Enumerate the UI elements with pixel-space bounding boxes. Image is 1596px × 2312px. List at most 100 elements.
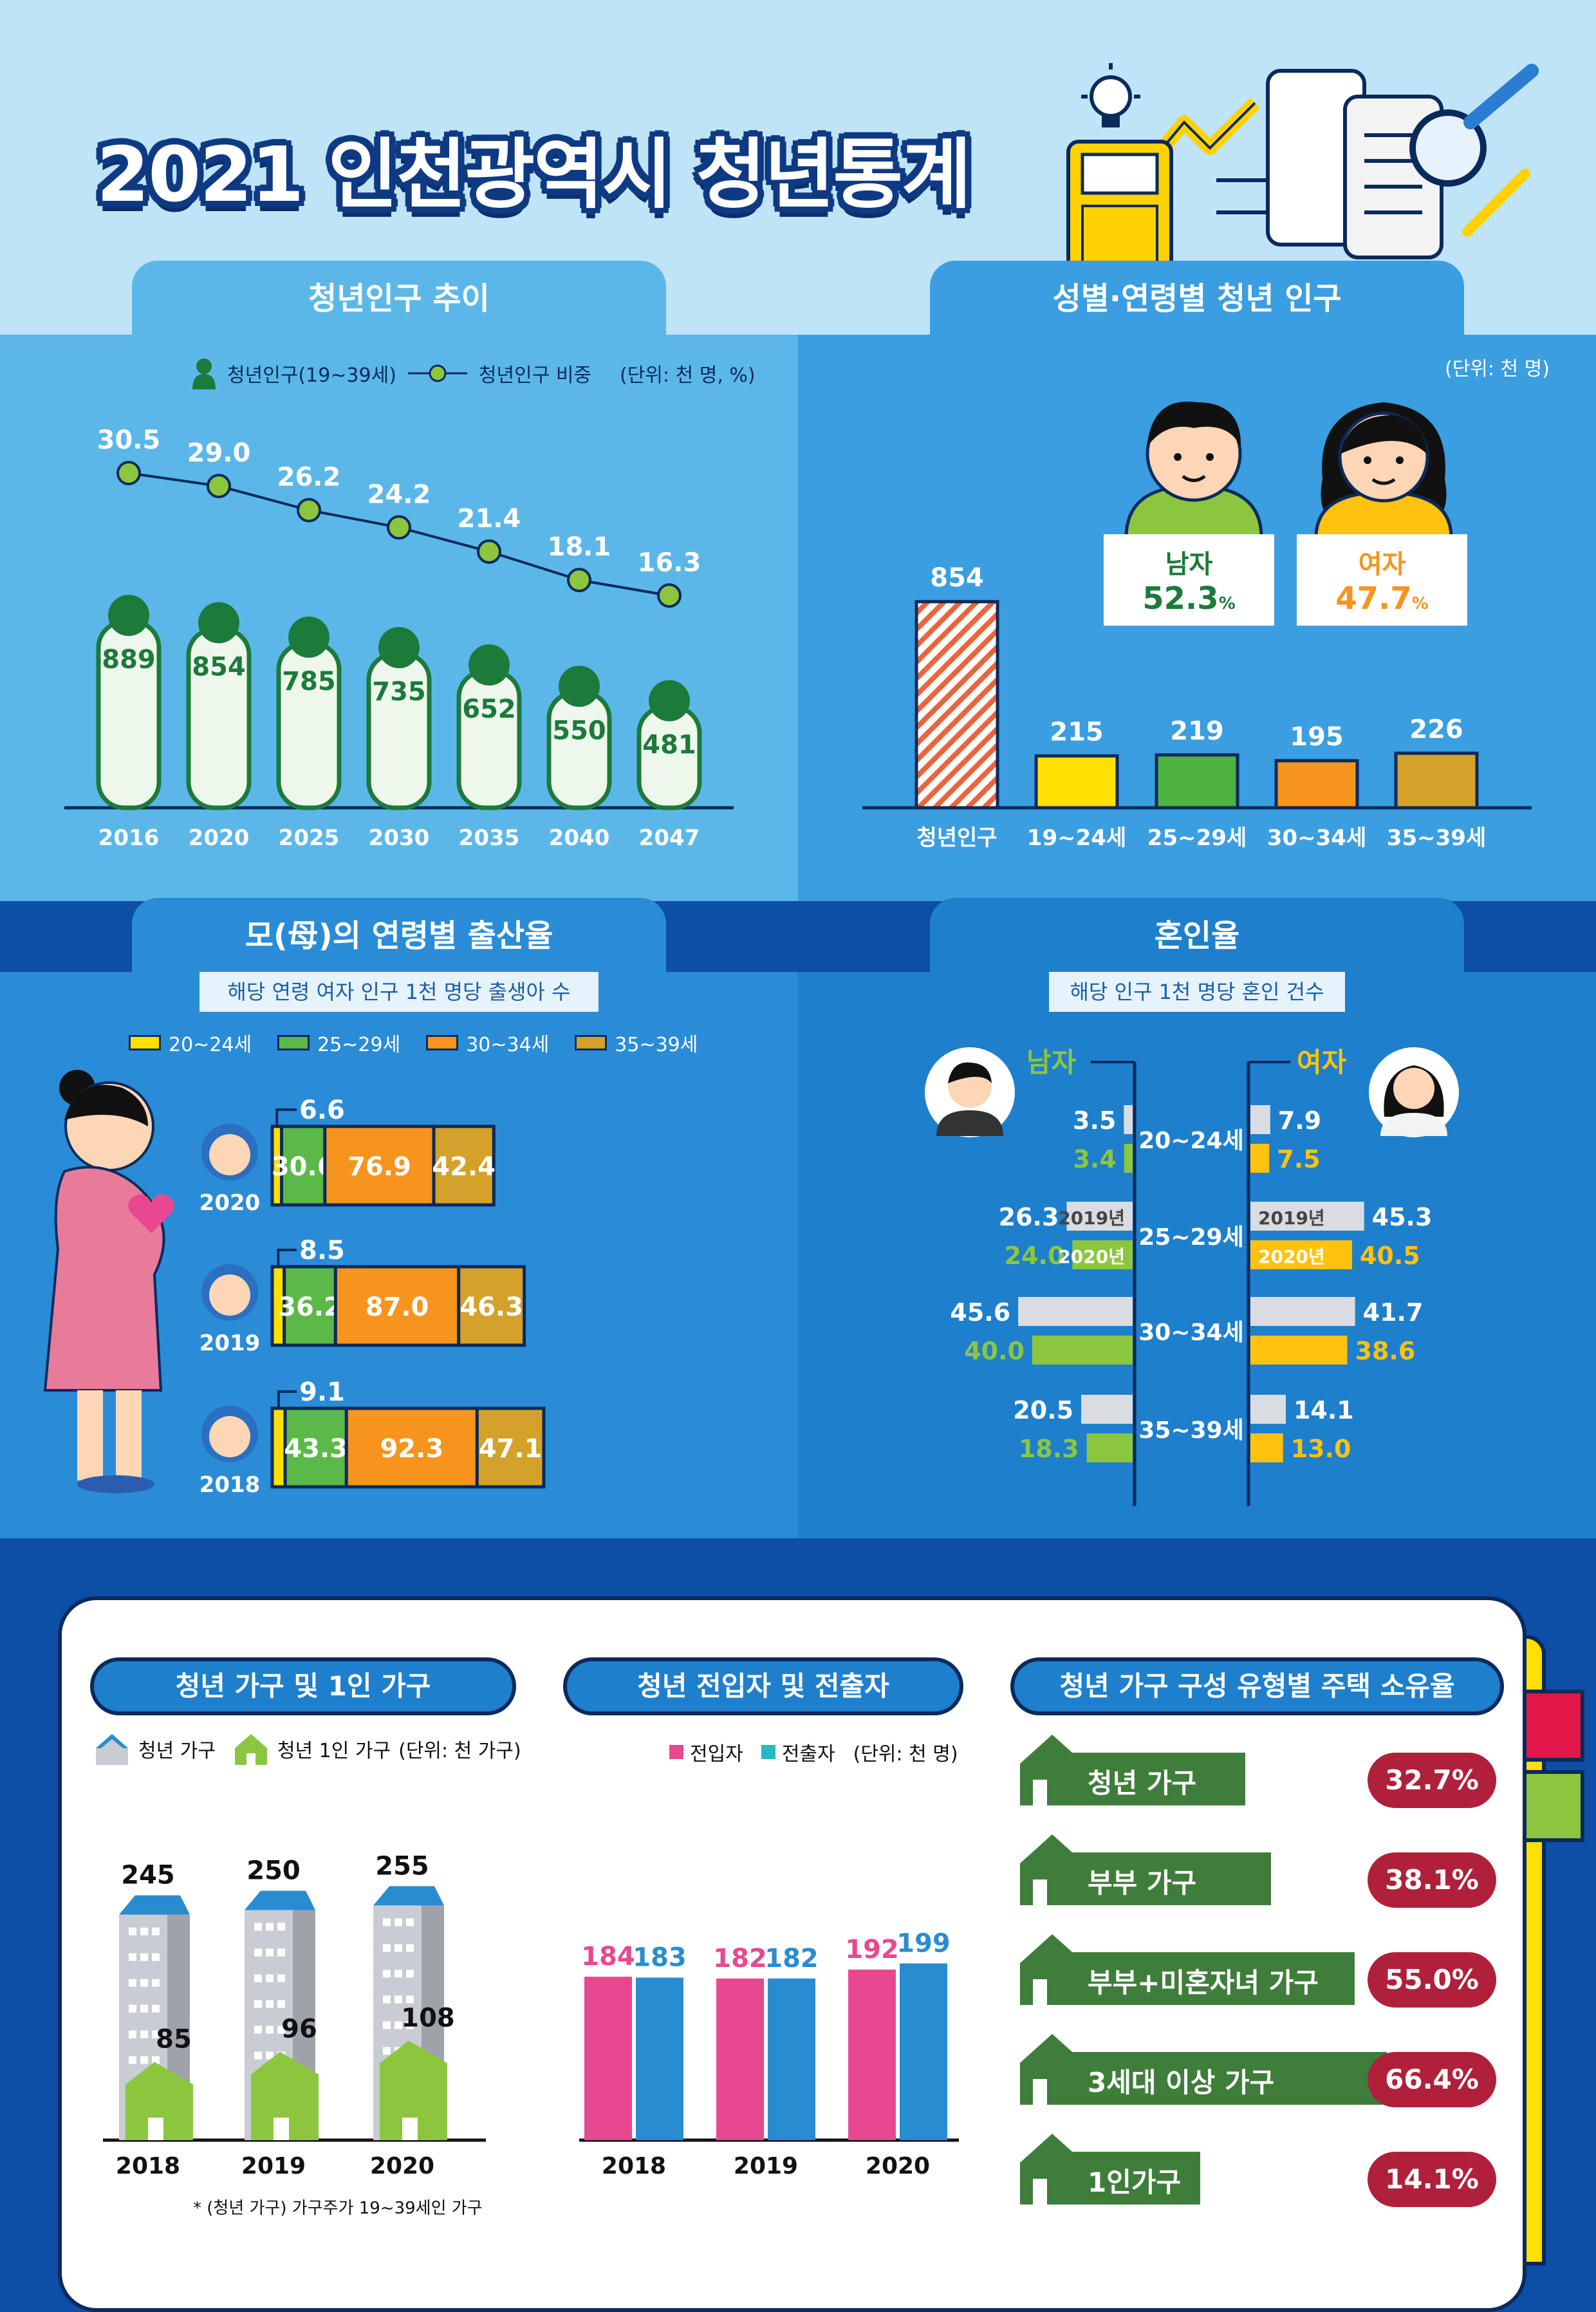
male-avatar	[1124, 401, 1263, 537]
population-bar	[1155, 753, 1239, 810]
year-tick-label: 2019	[241, 2153, 306, 2176]
gender-age-unit: (단위: 천 명)	[1445, 358, 1550, 380]
statistics-illustration	[1066, 63, 1539, 270]
building-window	[277, 1974, 285, 1982]
single-household-house	[125, 2062, 193, 2140]
ratio-value-label: 30.5	[97, 425, 161, 455]
housing-type-label: 부부 가구	[1088, 1867, 1197, 1899]
building-window	[129, 1979, 136, 1987]
house-icon	[1020, 2134, 1200, 2205]
female-2020-value: 40.5	[1360, 1242, 1420, 1270]
male-2019-value: 20.5	[1013, 1396, 1073, 1424]
building-window	[140, 2056, 148, 2064]
building-window	[152, 1953, 160, 1961]
outflow-bar	[636, 1977, 683, 2140]
youth-household-value: 250	[246, 1856, 301, 1886]
calculator-icon	[1066, 140, 1173, 270]
building-window	[383, 1970, 391, 1978]
house-door	[402, 2118, 418, 2140]
households-pill: 청년 가구 및 1인 가구	[90, 1657, 516, 1715]
inflow-value: 182	[713, 1944, 767, 1973]
house-icon	[1020, 2034, 1387, 2105]
male-header-label: 남자	[1026, 1047, 1077, 1078]
ownership-rate-badge: 32.7%	[1368, 1753, 1496, 1808]
male-2020-bar	[1086, 1433, 1133, 1462]
ratio-value-label: 26.2	[277, 463, 341, 492]
building-window	[394, 1944, 402, 1952]
birth-subtitle: 해당 연령 여자 인구 1천 명당 출생아 수	[200, 972, 598, 1012]
segment-value-label: 87.0	[366, 1292, 429, 1322]
female-2020-value: 13.0	[1291, 1435, 1351, 1463]
building-window	[406, 1944, 414, 1952]
ratio-value-label: 29.0	[187, 438, 251, 468]
birth-rate-segment	[333, 1265, 461, 1347]
birth-rate-segment	[283, 1406, 348, 1489]
building-window	[277, 1923, 285, 1931]
households-legend: 청년 가구 청년 1인 가구 (단위: 천 가구)	[93, 1731, 521, 1766]
house-icon	[96, 1734, 128, 1765]
age-group-label: 20~24세	[1138, 1128, 1243, 1154]
building-window	[406, 1918, 414, 1926]
male-2019-bar	[1066, 1202, 1133, 1231]
building-window	[140, 1979, 148, 1987]
category-tick-label: 35~39세	[1387, 825, 1486, 851]
building-roof	[373, 1886, 444, 1906]
outflow-value: 199	[896, 1928, 951, 1958]
population-bar	[1394, 751, 1479, 810]
segment-value-label: 47.1	[479, 1434, 543, 1464]
male-2019-bar	[1018, 1297, 1133, 1326]
person-head-marker	[378, 627, 420, 669]
legend-label: 25~29세	[317, 1034, 401, 1056]
ratio-value-label: 16.3	[638, 548, 701, 577]
pregnant-woman-illustration	[43, 1070, 165, 1493]
female-2019-value: 7.9	[1278, 1106, 1321, 1135]
building-window	[383, 1995, 391, 2004]
female-2020-bar	[1250, 1433, 1283, 1462]
male-2019-value: 45.6	[950, 1298, 1010, 1327]
callout-line	[277, 1249, 297, 1267]
female-avatar	[1314, 402, 1453, 537]
building-window	[140, 2004, 148, 2013]
legend-2019-label: 2019년	[1058, 1207, 1125, 1229]
single-household-value: 96	[281, 2015, 317, 2044]
building-window	[254, 1923, 262, 1931]
age-group-label: 30~34세	[1138, 1319, 1243, 1346]
female-2019-bar	[1250, 1105, 1270, 1134]
house-door	[148, 2118, 163, 2140]
year-tick-label: 2020	[189, 825, 250, 851]
callout-line	[275, 1108, 297, 1126]
building-window	[254, 2051, 262, 2060]
house-icon	[234, 1734, 267, 1765]
building-roof	[245, 1890, 315, 1910]
ratio-point	[116, 461, 141, 485]
legend-label: 30~34세	[466, 1034, 550, 1056]
female-2020-bar	[1250, 1144, 1270, 1173]
year-label: 2020	[200, 1190, 261, 1216]
housing-row: 부부+미혼자녀 가구 55.0%	[1014, 1928, 1503, 2011]
baby-face	[209, 1416, 250, 1457]
households-unit: (단위: 천 가구)	[398, 1740, 521, 1762]
female-2019-value: 41.7	[1363, 1298, 1424, 1327]
building-window	[406, 2021, 414, 2029]
population-bar	[1034, 754, 1119, 810]
legend-label: 20~24세	[169, 1034, 252, 1056]
pct-sign: %	[1218, 594, 1236, 613]
year-tick-label: 2019	[734, 2153, 798, 2176]
building-window	[394, 1970, 402, 1978]
year-tick-label: 2040	[549, 825, 610, 851]
value-label: 195	[1290, 722, 1344, 752]
person-icon	[192, 359, 216, 389]
person-head-marker	[469, 644, 510, 686]
female-2019-value: 45.3	[1372, 1203, 1433, 1231]
male-2020-value: 24.0	[1005, 1242, 1065, 1270]
building-window	[277, 2000, 285, 2008]
birth-rate-segment	[323, 1124, 436, 1207]
person-head-marker	[559, 666, 600, 707]
heart-icon	[128, 1194, 174, 1233]
category-tick-label: 19~24세	[1027, 825, 1126, 851]
housing-row: 3세대 이상 가구 66.4%	[1014, 2028, 1503, 2111]
building-window	[152, 1979, 160, 1987]
building-window	[140, 1927, 148, 1935]
building-window	[394, 2021, 402, 2029]
marriage-tab: 혼인율	[930, 898, 1464, 974]
